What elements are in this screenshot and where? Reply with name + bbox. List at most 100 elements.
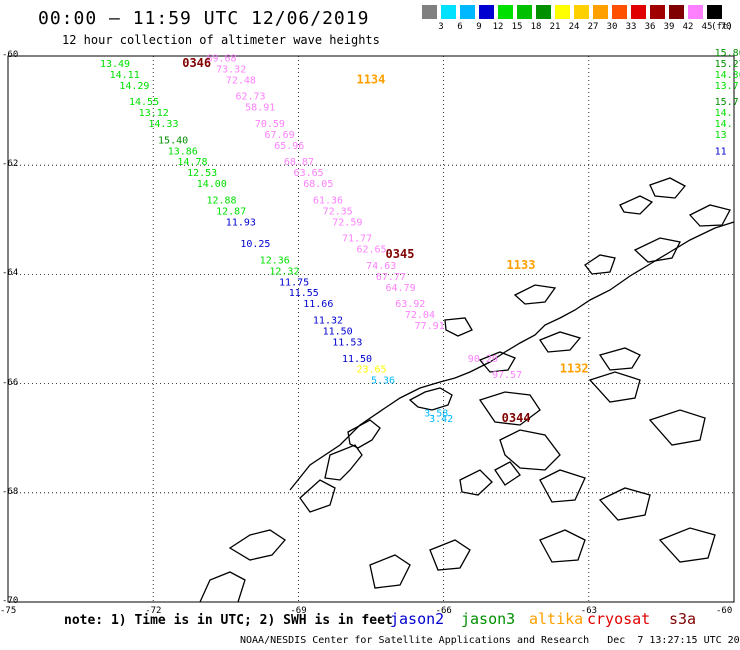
lat-tick-label: -64 bbox=[2, 268, 19, 279]
color-scale-label: 9 bbox=[476, 22, 482, 32]
swh-value: 15.7 bbox=[715, 97, 739, 108]
swh-value: 58.91 bbox=[245, 103, 275, 114]
color-swatch bbox=[612, 5, 627, 19]
color-scale-label: 12 bbox=[492, 22, 504, 32]
color-swatch bbox=[593, 5, 608, 19]
pass-time: 0346 bbox=[182, 56, 211, 70]
color-scale-label: 36 bbox=[644, 22, 656, 32]
swh-value: 67.69 bbox=[265, 130, 295, 141]
color-swatch bbox=[669, 5, 684, 19]
swh-value: 72.04 bbox=[405, 310, 435, 321]
swh-value: 5.36 bbox=[371, 376, 395, 387]
swh-value: 10.25 bbox=[240, 239, 270, 250]
swh-value: 12.32 bbox=[269, 266, 299, 277]
swh-value: 11.75 bbox=[279, 277, 309, 288]
lon-tick-label: -63 bbox=[580, 606, 598, 616]
page-title: 00:00 – 11:59 UTC 12/06/2019 bbox=[38, 8, 370, 29]
legend-jason3: jason3 bbox=[461, 610, 516, 628]
lat-tick-label: -66 bbox=[2, 377, 19, 388]
swh-value: 70.59 bbox=[255, 119, 285, 130]
swh-value: 61.36 bbox=[313, 195, 343, 206]
color-swatch bbox=[707, 5, 722, 19]
swh-value: 14.33 bbox=[148, 119, 178, 130]
swh-value: 14.29 bbox=[119, 81, 149, 92]
lon-tick-label: -66 bbox=[435, 606, 452, 616]
swh-value: 11 bbox=[715, 146, 727, 157]
swh-value: 13.12 bbox=[139, 108, 169, 119]
color-swatch bbox=[441, 5, 456, 19]
lat-lon-grid bbox=[8, 56, 734, 602]
legend-jason2: jason2 bbox=[390, 610, 445, 628]
color-scale-label: 6 bbox=[457, 22, 463, 32]
lon-tick-label: -60 bbox=[716, 606, 733, 616]
swh-value: 11.66 bbox=[303, 299, 333, 310]
pass-time: 0344 bbox=[502, 411, 531, 425]
lat-tick-label: -70 bbox=[2, 596, 19, 606]
credit-line: NOAA/NESDIS Center for Satellite Applica… bbox=[240, 635, 740, 646]
swh-value: 15.27 bbox=[715, 59, 740, 70]
swh-value: 14. bbox=[715, 108, 733, 119]
swh-value: 13.7 bbox=[715, 81, 739, 92]
swh-value: 14.36 bbox=[715, 70, 740, 81]
page-subtitle: 12 hour collection of altimeter wave hei… bbox=[62, 33, 380, 47]
color-swatch bbox=[498, 5, 513, 19]
color-swatch bbox=[574, 5, 589, 19]
swh-value: 15.40 bbox=[158, 135, 188, 146]
swh-value: 64.79 bbox=[386, 283, 416, 294]
lat-tick-label: -68 bbox=[2, 486, 19, 497]
color-swatch bbox=[688, 5, 703, 19]
swh-value: 68.05 bbox=[303, 179, 333, 190]
swh-value: 14.11 bbox=[110, 70, 140, 81]
swh-value: 13 bbox=[715, 130, 727, 141]
swh-value: 13.49 bbox=[100, 59, 130, 70]
swh-value: 23.65 bbox=[356, 365, 386, 376]
antarctic-peninsula-coastline bbox=[199, 177, 735, 603]
swh-value: 11.50 bbox=[342, 354, 372, 365]
swh-value: 73.32 bbox=[216, 64, 246, 75]
color-swatch bbox=[460, 5, 475, 19]
swh-value: 71.77 bbox=[342, 234, 372, 245]
lon-tick-label: -72 bbox=[145, 606, 162, 616]
swh-value: 72.48 bbox=[226, 75, 256, 86]
swh-value: 63.92 bbox=[395, 299, 425, 310]
color-scale-label: 33 bbox=[625, 22, 637, 32]
color-scale-label: 42 bbox=[682, 22, 694, 32]
lon-tick-label: -75 bbox=[0, 606, 17, 616]
color-swatch bbox=[422, 5, 437, 19]
swh-value: 12.87 bbox=[216, 206, 246, 217]
pass-time: 1132 bbox=[560, 362, 589, 376]
swh-value: 12.53 bbox=[187, 168, 217, 179]
swh-value: 13.86 bbox=[168, 146, 198, 157]
swh-value: 72.59 bbox=[332, 217, 362, 228]
swh-value: 11.55 bbox=[289, 288, 319, 299]
color-swatch bbox=[536, 5, 551, 19]
pass-time: 0345 bbox=[386, 247, 415, 261]
swh-value: 14.78 bbox=[177, 157, 207, 168]
swh-value: 15.80 bbox=[715, 48, 740, 59]
color-scale-label: 3 bbox=[438, 22, 444, 32]
legend-s3a: s3a bbox=[669, 610, 697, 628]
swh-value: 3.42 bbox=[429, 414, 453, 425]
swh-value: 77.91 bbox=[415, 321, 445, 332]
swh-value: 67.77 bbox=[376, 272, 406, 283]
swh-value: 72.35 bbox=[323, 206, 353, 217]
color-scale-label: 27 bbox=[587, 22, 599, 32]
lat-tick-label: -62 bbox=[2, 159, 19, 170]
color-scale-label: 30 bbox=[606, 22, 618, 32]
swh-value: 11.50 bbox=[323, 326, 353, 337]
swh-value: 62.65 bbox=[356, 245, 386, 256]
swh-value: 3.58 bbox=[424, 408, 448, 419]
swh-value: 65.96 bbox=[274, 141, 304, 152]
footnote: note: 1) Time is in UTC; 2) SWH is in fe… bbox=[64, 613, 393, 628]
pass-time: 1133 bbox=[507, 258, 536, 272]
swh-value: 11.32 bbox=[313, 316, 343, 327]
color-scale-label: 24 bbox=[568, 22, 580, 32]
swh-value: 74.63 bbox=[366, 261, 396, 272]
lon-tick-label: -69 bbox=[290, 606, 307, 616]
color-scale-label: 70 bbox=[720, 22, 732, 32]
legend-cryosat: cryosat bbox=[587, 610, 651, 628]
swh-value: 12.88 bbox=[206, 195, 236, 206]
pass-times: 0346 1134 0345 1133 1132 0344 bbox=[182, 56, 588, 425]
color-scale-unit: (ft) bbox=[711, 22, 733, 32]
